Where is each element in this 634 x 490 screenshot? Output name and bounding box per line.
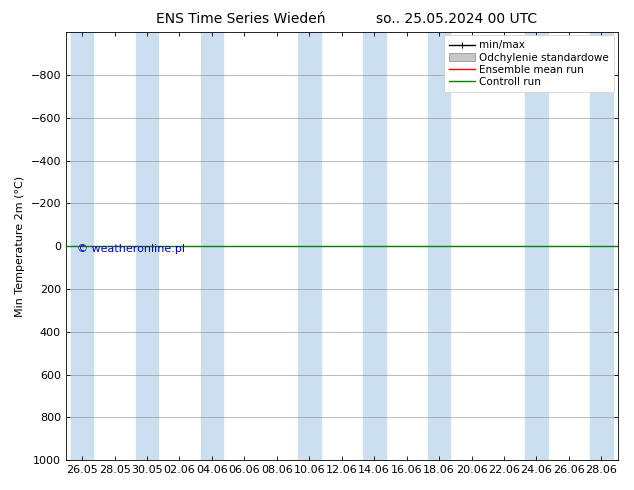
Bar: [363, 32, 385, 460]
Text: so.. 25.05.2024 00 UTC: so.. 25.05.2024 00 UTC: [376, 12, 537, 26]
Bar: [525, 32, 548, 460]
Bar: [298, 32, 321, 460]
Bar: [136, 32, 158, 460]
Bar: [71, 32, 93, 460]
Bar: [200, 32, 223, 460]
Text: © weatheronline.pl: © weatheronline.pl: [77, 244, 185, 254]
Text: ENS Time Series Wiedeń: ENS Time Series Wiedeń: [156, 12, 326, 26]
Y-axis label: Min Temperature 2m (°C): Min Temperature 2m (°C): [15, 175, 25, 317]
Bar: [428, 32, 450, 460]
Bar: [590, 32, 612, 460]
Legend: min/max, Odchylenie standardowe, Ensemble mean run, Controll run: min/max, Odchylenie standardowe, Ensembl…: [444, 35, 614, 92]
